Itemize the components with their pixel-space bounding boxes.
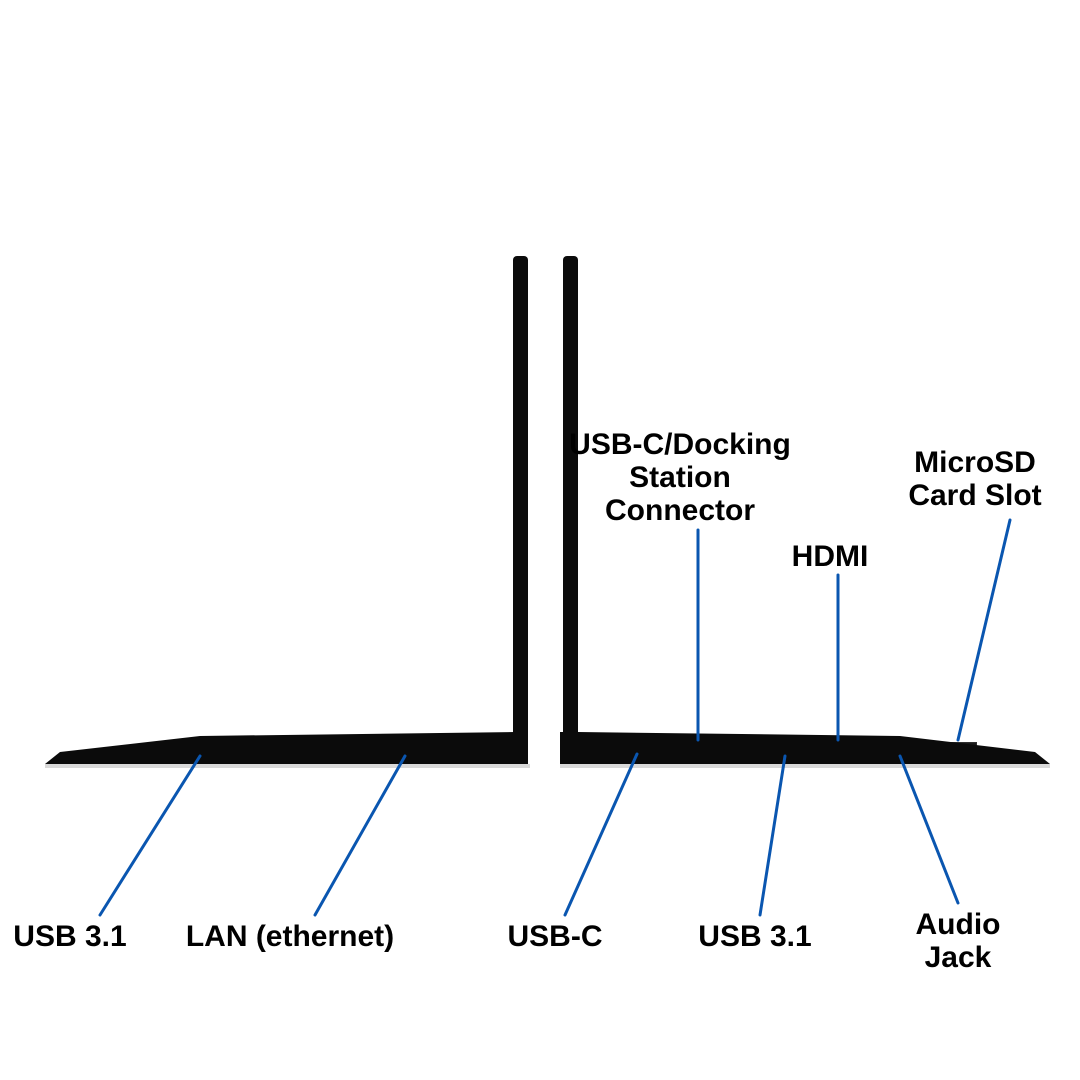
label-audio: Audio Jack	[916, 908, 1001, 974]
label-microsd: MicroSD Card Slot	[908, 446, 1041, 512]
label-usb31-left: USB 3.1	[13, 920, 126, 953]
label-usb31-right: USB 3.1	[698, 920, 811, 953]
diagram-stage: USB 3.1 LAN (ethernet) USB-C USB 3.1 Audio J…	[0, 0, 1080, 1080]
label-usbc: USB-C	[508, 920, 603, 953]
labels-layer: USB 3.1 LAN (ethernet) USB-C USB 3.1 Audio J…	[0, 0, 1080, 1080]
label-hdmi: HDMI	[792, 540, 869, 573]
label-dock: USB-C/Docking Station Connector	[569, 428, 791, 527]
label-lan: LAN (ethernet)	[186, 920, 394, 953]
